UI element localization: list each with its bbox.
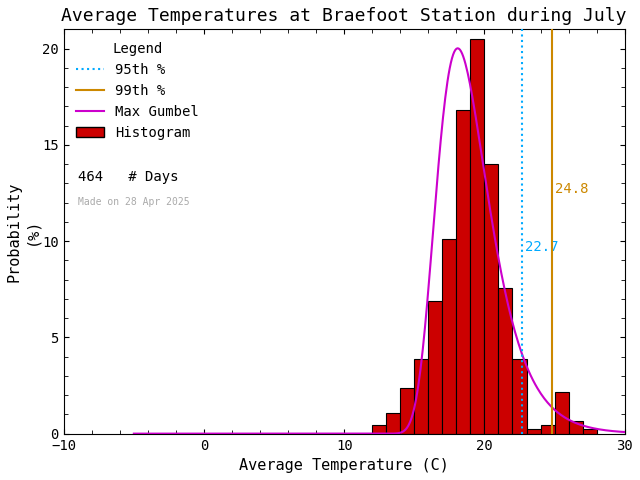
Bar [513, 359, 527, 433]
Bar [387, 413, 400, 433]
Bar [442, 239, 456, 433]
Text: 24.8: 24.8 [555, 182, 588, 196]
Bar [470, 39, 484, 433]
Title: Average Temperatures at Braefoot Station during July: Average Temperatures at Braefoot Station… [61, 7, 627, 25]
Text: Made on 28 Apr 2025: Made on 28 Apr 2025 [77, 197, 189, 207]
Bar [484, 164, 499, 433]
Legend: 95th %, 99th %, Max Gumbel, Histogram: 95th %, 99th %, Max Gumbel, Histogram [70, 36, 204, 145]
Y-axis label: Probability
(%): Probability (%) [7, 181, 39, 282]
Bar [527, 430, 541, 433]
Text: 464   # Days: 464 # Days [77, 170, 179, 184]
Bar [428, 301, 442, 433]
Bar [568, 421, 582, 433]
Text: 22.7: 22.7 [525, 240, 559, 254]
Bar [400, 388, 414, 433]
Bar [499, 288, 513, 433]
Bar [541, 425, 555, 433]
Bar [582, 430, 596, 433]
Bar [372, 425, 387, 433]
X-axis label: Average Temperature (C): Average Temperature (C) [239, 458, 449, 473]
Bar [456, 110, 470, 433]
Bar [555, 392, 568, 433]
Bar [414, 359, 428, 433]
